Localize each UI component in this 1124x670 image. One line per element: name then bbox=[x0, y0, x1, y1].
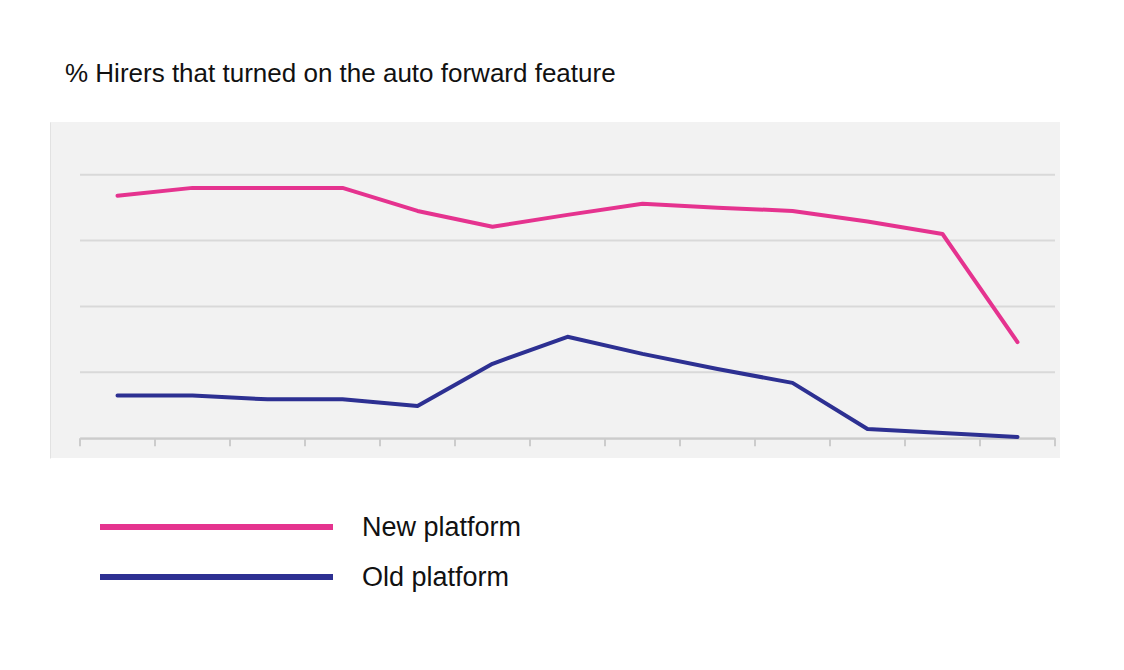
x-divider bbox=[229, 438, 231, 446]
x-divider bbox=[454, 438, 456, 446]
legend-swatch bbox=[100, 574, 333, 580]
series-line bbox=[118, 188, 1018, 342]
plot-background bbox=[50, 122, 1060, 458]
x-divider bbox=[529, 438, 531, 446]
x-divider bbox=[79, 438, 81, 446]
x-axis bbox=[80, 438, 1056, 446]
title: % Hirers that turned on the auto forward… bbox=[65, 58, 616, 88]
x-divider bbox=[979, 438, 981, 446]
grid-line bbox=[80, 240, 1055, 242]
x-divider bbox=[679, 438, 681, 446]
y-axis-line bbox=[50, 123, 51, 459]
x-divider bbox=[379, 438, 381, 446]
grid-line bbox=[80, 371, 1055, 373]
x-divider bbox=[829, 438, 831, 446]
x-axis-line bbox=[81, 438, 1056, 440]
legend-label: Old platform bbox=[362, 562, 509, 592]
x-divider bbox=[304, 438, 306, 446]
chart: % Hirers that turned on the auto forward… bbox=[0, 0, 1124, 670]
x-divider bbox=[904, 438, 906, 446]
legend: New platform Old platform bbox=[100, 512, 521, 592]
legend-item: Old platform bbox=[100, 562, 509, 592]
x-divider bbox=[154, 438, 156, 446]
grid bbox=[80, 175, 1055, 439]
legend-item: New platform bbox=[100, 512, 521, 542]
legend-label: New platform bbox=[362, 512, 521, 542]
x-divider bbox=[604, 438, 606, 446]
x-divider bbox=[1054, 438, 1056, 446]
grid-line bbox=[80, 437, 1055, 439]
y-axis bbox=[50, 123, 52, 459]
legend-swatch bbox=[100, 524, 333, 530]
grid-line bbox=[80, 174, 1055, 176]
grid-line bbox=[80, 305, 1055, 307]
x-divider bbox=[754, 438, 756, 446]
series-group bbox=[118, 188, 1018, 437]
series-line bbox=[118, 337, 1018, 437]
